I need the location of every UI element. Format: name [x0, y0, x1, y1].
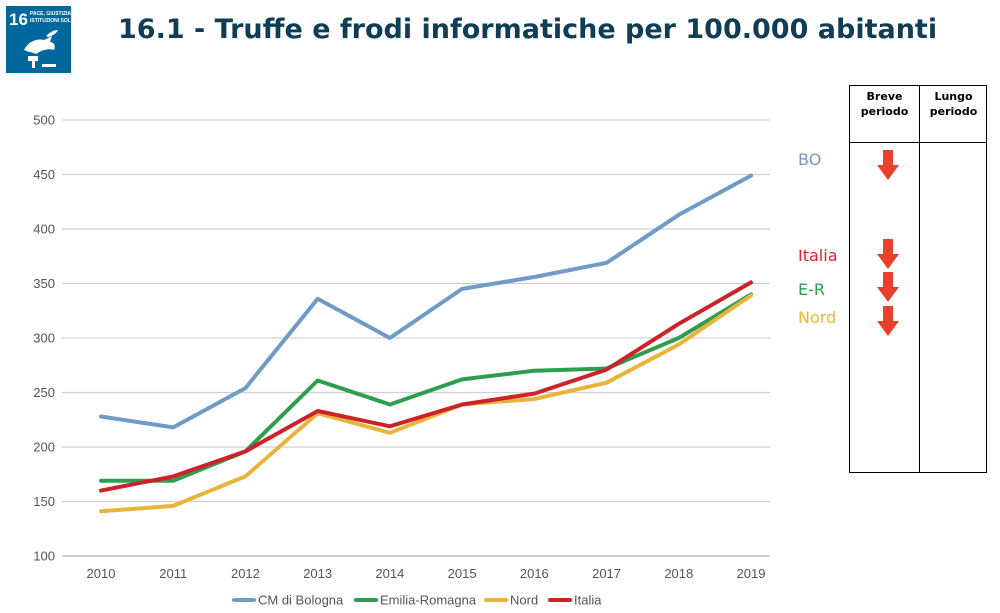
logo-text-line-1: PACE, GIUSTIZIA E: [30, 11, 71, 17]
x-tick-2011: 2011: [159, 566, 187, 581]
header-short-term: Breve periodo: [860, 90, 909, 118]
y-tick-200: 200: [33, 440, 55, 455]
x-tick-2016: 2016: [520, 566, 549, 581]
x-tick-2012: 2012: [231, 566, 260, 581]
end-label-italia: Italia: [798, 246, 838, 265]
legend-label-3: Italia: [574, 593, 602, 608]
series-line-cm-di-bologna: [99, 173, 753, 430]
x-tick-2017: 2017: [592, 566, 621, 581]
arrow-down-icon: [877, 306, 899, 336]
chart-legend: CM di Bologna Emilia-Romagna Nord Italia: [232, 593, 602, 608]
x-tick-2018: 2018: [664, 566, 693, 581]
legend-label-2: Nord: [510, 593, 538, 608]
y-tick-400: 400: [33, 222, 55, 237]
logo-text-line-2: ISTITUZIONI SOLIDE: [30, 18, 71, 24]
end-label-e-r: E-R: [798, 280, 825, 299]
dove-gavel-icon: 16 PACE, GIUSTIZIA E ISTITUZIONI SOLIDE: [9, 10, 71, 68]
arrow-down-icon: [877, 150, 899, 180]
y-tick-250: 250: [33, 385, 55, 400]
x-tick-2015: 2015: [448, 566, 477, 581]
x-tick-2019: 2019: [737, 566, 766, 581]
end-label-nord: Nord: [798, 308, 837, 327]
y-tick-300: 300: [33, 331, 55, 346]
series-line-nord: [99, 293, 753, 514]
legend-label-1: Emilia-Romagna: [380, 593, 477, 608]
y-tick-100: 100: [33, 549, 55, 564]
series-line-emilia-romagna: [99, 292, 753, 483]
chart-grid: [62, 119, 770, 557]
sdg-16-logo: 16 PACE, GIUSTIZIA E ISTITUZIONI SOLIDE: [6, 6, 71, 73]
series-lines: [99, 173, 753, 514]
page-title: 16.1 - Truffe e frodi informatiche per 1…: [118, 14, 938, 45]
x-tick-2013: 2013: [303, 566, 332, 581]
logo-number: 16: [9, 10, 28, 29]
arrow-down-icon: [877, 239, 899, 269]
end-label-bo: BO: [798, 150, 822, 169]
y-tick-350: 350: [33, 276, 55, 291]
y-axis-ticks: 100 150 200 250 300 350 400 450 500: [33, 113, 55, 564]
x-tick-2014: 2014: [375, 566, 404, 581]
series-line-italia: [99, 280, 753, 493]
x-tick-2010: 2010: [87, 566, 116, 581]
y-tick-150: 150: [33, 494, 55, 509]
y-tick-500: 500: [33, 113, 55, 128]
arrow-down-icon: [877, 272, 899, 302]
x-axis-ticks: 2010 2011 2012 2013 2014 2015 2016 2017 2018 2019: [87, 566, 766, 581]
y-tick-450: 450: [33, 167, 55, 182]
trend-table: Breve periodo Lungo periodo: [849, 85, 987, 473]
header-long-term: Lungo periodo: [929, 90, 978, 118]
legend-label-0: CM di Bologna: [258, 593, 344, 608]
